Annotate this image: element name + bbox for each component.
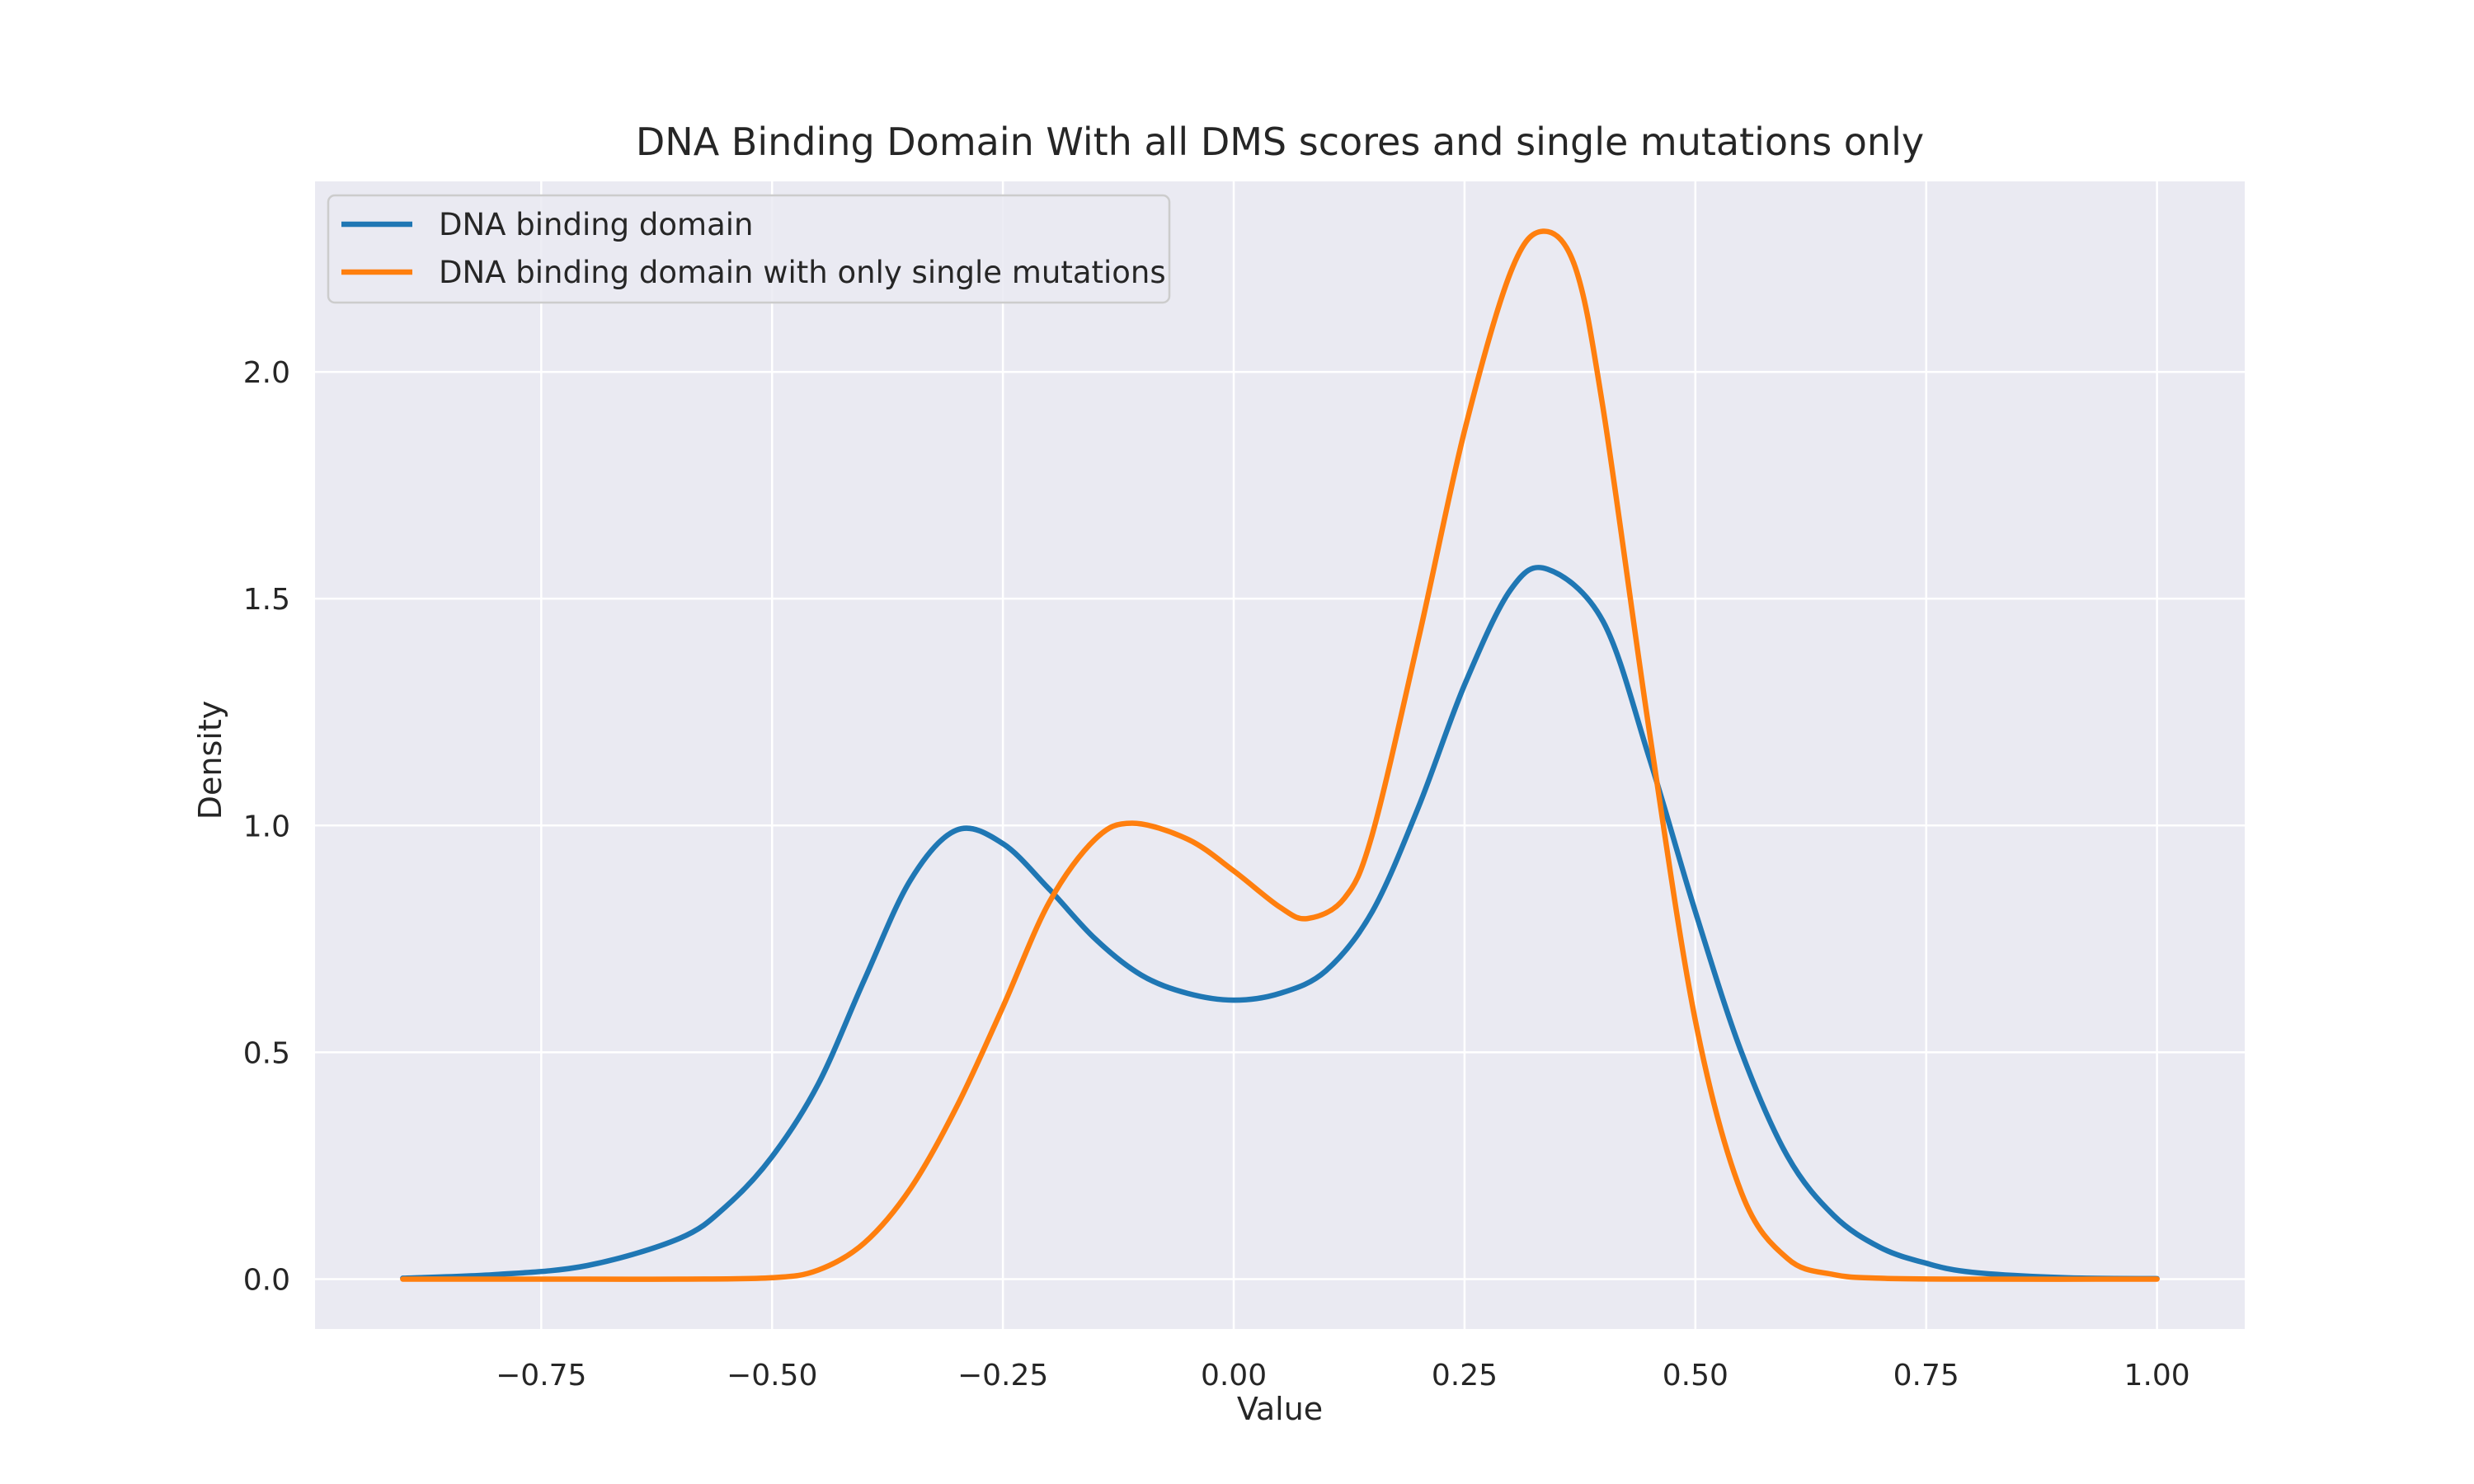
grid-lines xyxy=(315,181,2245,1329)
y-tick-label: 0.0 xyxy=(243,1263,290,1297)
x-tick-label: 1.00 xyxy=(2124,1359,2190,1392)
legend-label: DNA binding domain xyxy=(439,207,754,242)
x-tick-label: −0.50 xyxy=(727,1359,817,1392)
y-tick-label: 1.5 xyxy=(243,583,290,617)
legend: DNA binding domain DNA binding domain wit… xyxy=(327,194,1171,304)
series-line-2 xyxy=(400,228,2160,1282)
x-tick-label: 0.50 xyxy=(1663,1359,1729,1392)
x-axis-label: Value xyxy=(1237,1391,1323,1427)
plot-area xyxy=(315,181,2245,1329)
x-tick-label: 0.75 xyxy=(1893,1359,1959,1392)
legend-label: DNA binding domain with only single muta… xyxy=(439,255,1166,290)
legend-box xyxy=(327,194,1171,304)
y-tick-label: 0.5 xyxy=(243,1036,290,1070)
x-tick-label: −0.75 xyxy=(496,1359,586,1392)
y-tick-label: 1.0 xyxy=(243,810,290,843)
x-tick-label: −0.25 xyxy=(957,1359,1048,1392)
x-axis-ticks: −0.75 −0.50 −0.25 0.00 0.25 0.50 0.75 1.00 xyxy=(496,1359,2190,1392)
y-axis-ticks: 0.0 0.5 1.0 1.5 2.0 xyxy=(243,356,290,1297)
x-tick-label: 0.25 xyxy=(1432,1359,1498,1392)
y-axis-label: Density xyxy=(192,701,228,819)
y-tick-label: 2.0 xyxy=(243,356,290,390)
series-layer xyxy=(400,228,2160,1282)
chart-title: DNA Binding Domain With all DMS scores a… xyxy=(636,120,1924,164)
x-tick-label: 0.00 xyxy=(1201,1359,1267,1392)
series-line-1 xyxy=(400,565,2160,1282)
